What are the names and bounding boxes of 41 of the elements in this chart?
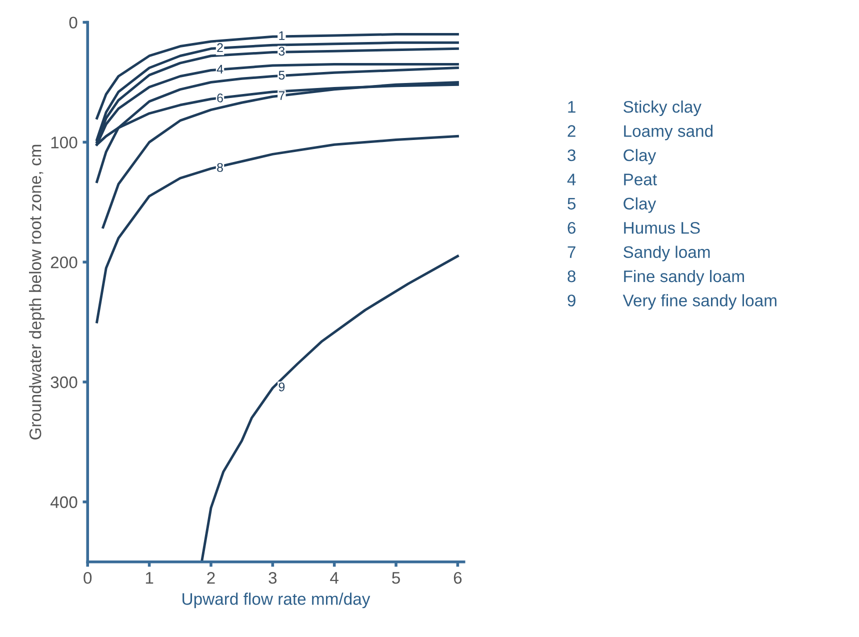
- text: 5: [568, 198, 576, 210]
- series-label: 9: [278, 382, 285, 392]
- series-label: 6: [217, 94, 223, 102]
- text: 7: [568, 246, 576, 258]
- text: Clay: [624, 148, 656, 164]
- y-tick-label: 200: [50, 256, 78, 268]
- series-label: 2: [217, 43, 223, 52]
- text: Clay: [624, 197, 656, 213]
- x-tick-label: 5: [392, 572, 400, 584]
- x-tick-label: 4: [330, 572, 338, 584]
- series-label: 3: [278, 46, 285, 56]
- y-axis-title: Groundwater depth below root zone, cm: [29, 144, 45, 440]
- series-label: 4: [216, 64, 224, 74]
- y-tick-label: 0: [69, 16, 78, 28]
- text: Loamy sand: [624, 124, 712, 140]
- text: Fine sandy loam: [624, 270, 744, 286]
- series-label: 5: [278, 70, 285, 80]
- text: Peat: [624, 174, 657, 186]
- text: 2: [568, 125, 576, 137]
- x-tick-label: 1: [146, 572, 154, 584]
- y-tick-label: 400: [50, 496, 78, 508]
- y-tick-label: 300: [50, 376, 78, 388]
- series-label: 7: [278, 91, 285, 100]
- series-label: 8: [217, 163, 223, 172]
- x-tick-label: 6: [454, 572, 462, 584]
- text: 4: [567, 174, 576, 186]
- x-tick-label: 0: [84, 572, 92, 584]
- text: 3: [568, 149, 576, 162]
- text: Very fine sandy loam: [622, 294, 776, 310]
- text: 1: [568, 101, 576, 113]
- text: Humus LS: [624, 222, 700, 234]
- x-tick-label: 3: [268, 572, 277, 584]
- series-label: 1: [279, 31, 285, 40]
- text: 8: [568, 270, 576, 282]
- text: 6: [568, 222, 576, 234]
- x-axis-title: Upward flow rate mm/day: [182, 592, 370, 608]
- y-tick-label: 100: [51, 136, 78, 148]
- x-tick-label: 2: [207, 572, 215, 584]
- text: 9: [568, 294, 576, 306]
- text: Sandy loam: [624, 246, 710, 262]
- text: Sticky clay: [624, 100, 702, 116]
